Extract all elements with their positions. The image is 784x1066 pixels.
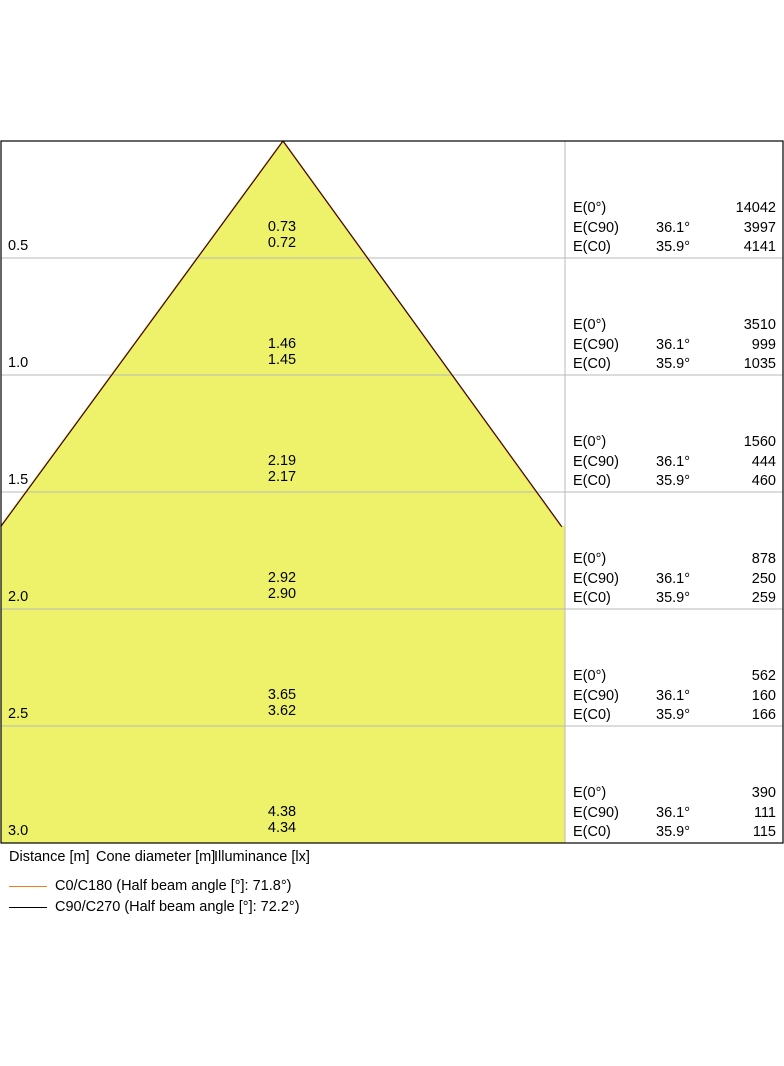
illuminance-label-c0: E(C0) [573, 239, 611, 255]
illuminance-value-c90: 444 [752, 454, 776, 470]
beam-angle-c0: 35.9° [656, 473, 690, 489]
cone-diameter-c0: 2.17 [268, 469, 296, 485]
illuminance-label-c0: E(C0) [573, 824, 611, 840]
illuminance-value-e0: 3510 [744, 317, 776, 333]
cone-diameter-c90: 2.19 [268, 453, 296, 469]
legend-item-c0-c180: C0/C180 (Half beam angle [°]: 71.8°) [9, 876, 291, 896]
cone-diameter-c0: 2.90 [268, 586, 296, 602]
illuminance-value-c90: 250 [752, 571, 776, 587]
illuminance-value-c0: 115 [753, 824, 776, 840]
illuminance-value-c90: 3997 [744, 220, 776, 236]
c90-beam-line-left [0, 140, 284, 528]
c90-beam-line-right [282, 140, 563, 528]
diagram-border [0, 140, 784, 844]
legend-label-c0: C0/C180 (Half beam angle [°]: 71.8°) [55, 878, 292, 894]
axis-label-cone-diameter: Cone diameter [m] [96, 849, 216, 865]
illuminance-value-c90: 999 [752, 337, 776, 353]
illuminance-label-e0: E(0°) [573, 785, 606, 801]
illuminance-value-c0: 1035 [744, 356, 776, 372]
beam-angle-c90: 36.1° [656, 805, 690, 821]
cone-diameter-c90: 0.73 [268, 219, 296, 235]
cone-diameter-c90: 3.65 [268, 687, 296, 703]
illuminance-label-c90: E(C90) [573, 454, 619, 470]
beam-cone-diagram: 0.5 0.730.72 E(0°) 14042 E(C90) 36.1° 3997 E(C0… [0, 140, 784, 844]
illuminance-label-e0: E(0°) [573, 317, 606, 333]
illuminance-label-c0: E(C0) [573, 707, 611, 723]
beam-angle-c0: 35.9° [656, 356, 690, 372]
legend-swatch-c0 [9, 885, 47, 887]
cone-diameter-c90: 1.46 [268, 336, 296, 352]
illuminance-value-c0: 460 [752, 473, 776, 489]
cone-diameter-c0: 3.62 [268, 703, 296, 719]
legend-item-c90-c270: C90/C270 (Half beam angle [°]: 72.2°) [9, 897, 300, 917]
illuminance-value-e0: 390 [752, 785, 776, 801]
illuminance-label-c90: E(C90) [573, 805, 619, 821]
illuminance-label-c90: E(C90) [573, 220, 619, 236]
axis-label-distance: Distance [m] [9, 849, 90, 865]
cone-diameter-c0: 1.45 [268, 352, 296, 368]
distance-label: 0.5 [8, 238, 28, 254]
illuminance-label-e0: E(0°) [573, 200, 606, 216]
beam-angle-c0: 35.9° [656, 239, 690, 255]
illuminance-label-e0: E(0°) [573, 434, 606, 450]
illuminance-value-e0: 14042 [736, 200, 776, 216]
cone-diameter-c90: 2.92 [268, 570, 296, 586]
beam-angle-c0: 35.9° [656, 824, 690, 840]
axis-label-illuminance: Illuminance [lx] [214, 849, 310, 865]
illuminance-value-e0: 562 [752, 668, 776, 684]
illuminance-label-c90: E(C90) [573, 337, 619, 353]
cone-diameter-c0: 0.72 [268, 235, 296, 251]
distance-label: 1.0 [8, 355, 28, 371]
illuminance-value-c0: 259 [752, 590, 776, 606]
beam-angle-c90: 36.1° [656, 571, 690, 587]
illuminance-label-c90: E(C90) [573, 688, 619, 704]
illuminance-value-c0: 4141 [744, 239, 776, 255]
illuminance-value-c90: 111 [754, 805, 776, 821]
beam-angle-c90: 36.1° [656, 454, 690, 470]
illuminance-value-e0: 1560 [744, 434, 776, 450]
distance-label: 3.0 [8, 823, 28, 839]
distance-label: 2.0 [8, 589, 28, 605]
beam-angle-c0: 35.9° [656, 590, 690, 606]
beam-angle-c0: 35.9° [656, 707, 690, 723]
illuminance-label-e0: E(0°) [573, 551, 606, 567]
illuminance-label-e0: E(0°) [573, 668, 606, 684]
legend-swatch-c90 [9, 906, 47, 908]
illuminance-label-c0: E(C0) [573, 356, 611, 372]
beam-angle-c90: 36.1° [656, 220, 690, 236]
beam-angle-c90: 36.1° [656, 688, 690, 704]
illuminance-label-c0: E(C0) [573, 473, 611, 489]
cone-diameter-c0: 4.34 [268, 820, 296, 836]
legend-label-c90: C90/C270 (Half beam angle [°]: 72.2°) [55, 899, 300, 915]
distance-label: 1.5 [8, 472, 28, 488]
illuminance-value-e0: 878 [752, 551, 776, 567]
beam-angle-c90: 36.1° [656, 337, 690, 353]
illuminance-value-c90: 160 [752, 688, 776, 704]
illuminance-value-c0: 166 [752, 707, 776, 723]
distance-label: 2.5 [8, 706, 28, 722]
illuminance-label-c90: E(C90) [573, 571, 619, 587]
cone-diameter-c90: 4.38 [268, 804, 296, 820]
illuminance-label-c0: E(C0) [573, 590, 611, 606]
